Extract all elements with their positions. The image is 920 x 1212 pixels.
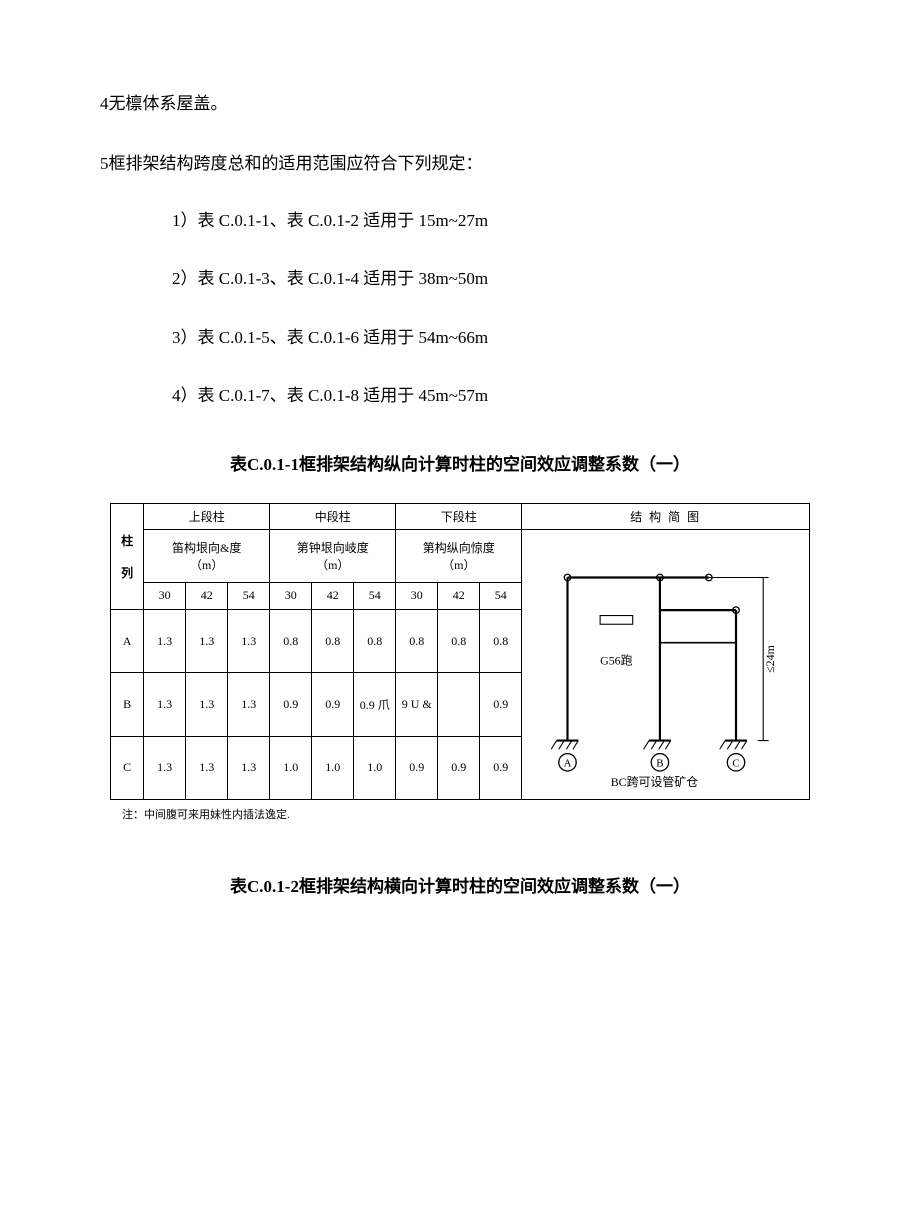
row-label: B	[111, 673, 144, 736]
table-cell: 0.9	[312, 673, 354, 736]
table-cell: 1.3	[186, 610, 228, 673]
group-header-3: 下段柱	[396, 503, 522, 529]
table-cell: 1.3	[144, 736, 186, 799]
svg-text:C: C	[733, 758, 740, 770]
paragraph-5: 5框排架结构跨度总和的适用范围应符合下列规定：	[100, 140, 820, 188]
num-header: 30	[396, 582, 438, 609]
sub-item-1: 1）表 C.0.1-1、表 C.0.1-2 适用于 15m~27m	[172, 199, 820, 243]
table-note: 注：中间腹可来用妹性内插法逸定.	[122, 806, 810, 822]
svg-text:BC跨可设管矿仓: BC跨可设管矿仓	[611, 774, 699, 789]
group-header-2: 中段柱	[270, 503, 396, 529]
table-cell	[438, 673, 480, 736]
table-cell: 0.8	[270, 610, 312, 673]
diagram-svg: A B C G56跑 ≤24m BC跨可设管矿仓	[524, 534, 807, 795]
table-cell: 1.0	[312, 736, 354, 799]
side-header: 柱 列	[111, 503, 144, 609]
num-header: 42	[312, 582, 354, 609]
sub-header-1: 笛构垠向&度 （m）	[144, 529, 270, 582]
svg-text:B: B	[657, 758, 664, 770]
sub-header-2: 第钟垠向岐度 （m）	[270, 529, 396, 582]
num-header: 54	[228, 582, 270, 609]
row-label: C	[111, 736, 144, 799]
num-header: 42	[438, 582, 480, 609]
num-header: 54	[480, 582, 522, 609]
table-cell: 1.3	[228, 610, 270, 673]
table-cell: 1.0	[270, 736, 312, 799]
table-cell: 1.3	[186, 736, 228, 799]
sub-item-3: 3）表 C.0.1-5、表 C.0.1-6 适用于 54m~66m	[172, 316, 820, 360]
table-cell: 0.9	[270, 673, 312, 736]
table-cell: 1.0	[354, 736, 396, 799]
table-cell: 0.9	[396, 736, 438, 799]
table-cell: 1.3	[186, 673, 228, 736]
table-cell: 0.9	[480, 736, 522, 799]
table-cell: 1.3	[144, 610, 186, 673]
svg-text:≤24m: ≤24m	[763, 644, 777, 672]
table-c012-title: 表C.0.1-2框排架结构横向计算时柱的空间效应调整系数（一）	[100, 872, 820, 897]
num-header: 30	[144, 582, 186, 609]
sub-header-3: 第构纵向惊度 （m）	[396, 529, 522, 582]
num-header: 54	[354, 582, 396, 609]
sub-item-4: 4）表 C.0.1-7、表 C.0.1-8 适用于 45m~57m	[172, 374, 820, 418]
paragraph-4: 4无檩体系屋盖。	[100, 80, 820, 128]
num-header: 30	[270, 582, 312, 609]
table-cell: 0.8	[354, 610, 396, 673]
table-cell: 1.3	[228, 673, 270, 736]
table-cell: 0.8	[312, 610, 354, 673]
table-cell: 0.8	[396, 610, 438, 673]
num-header: 42	[186, 582, 228, 609]
group-header-1: 上段柱	[144, 503, 270, 529]
table-c011-title: 表C.0.1-1框排架结构纵向计算时柱的空间效应调整系数（一）	[100, 450, 820, 475]
table-cell: 9 U &	[396, 673, 438, 736]
sub-item-2: 2）表 C.0.1-3、表 C.0.1-4 适用于 38m~50m	[172, 257, 820, 301]
table-cell: 0.9	[438, 736, 480, 799]
table-cell: 0.8	[438, 610, 480, 673]
table-cell: 0.8	[480, 610, 522, 673]
table-c011: 柱 列 上段柱 中段柱 下段柱 结 构 简 图 笛构垠向&度 （m） 第钟垠向岐…	[110, 503, 810, 822]
table-cell: 0.9	[480, 673, 522, 736]
diagram-header: 结 构 简 图	[522, 503, 810, 529]
svg-text:A: A	[564, 758, 572, 770]
structure-diagram: A B C G56跑 ≤24m BC跨可设管矿仓	[522, 529, 810, 799]
table-cell: 1.3	[144, 673, 186, 736]
row-label: A	[111, 610, 144, 673]
svg-text:G56跑: G56跑	[600, 653, 633, 667]
table-cell: 1.3	[228, 736, 270, 799]
table-cell: 0.9 爪	[354, 673, 396, 736]
